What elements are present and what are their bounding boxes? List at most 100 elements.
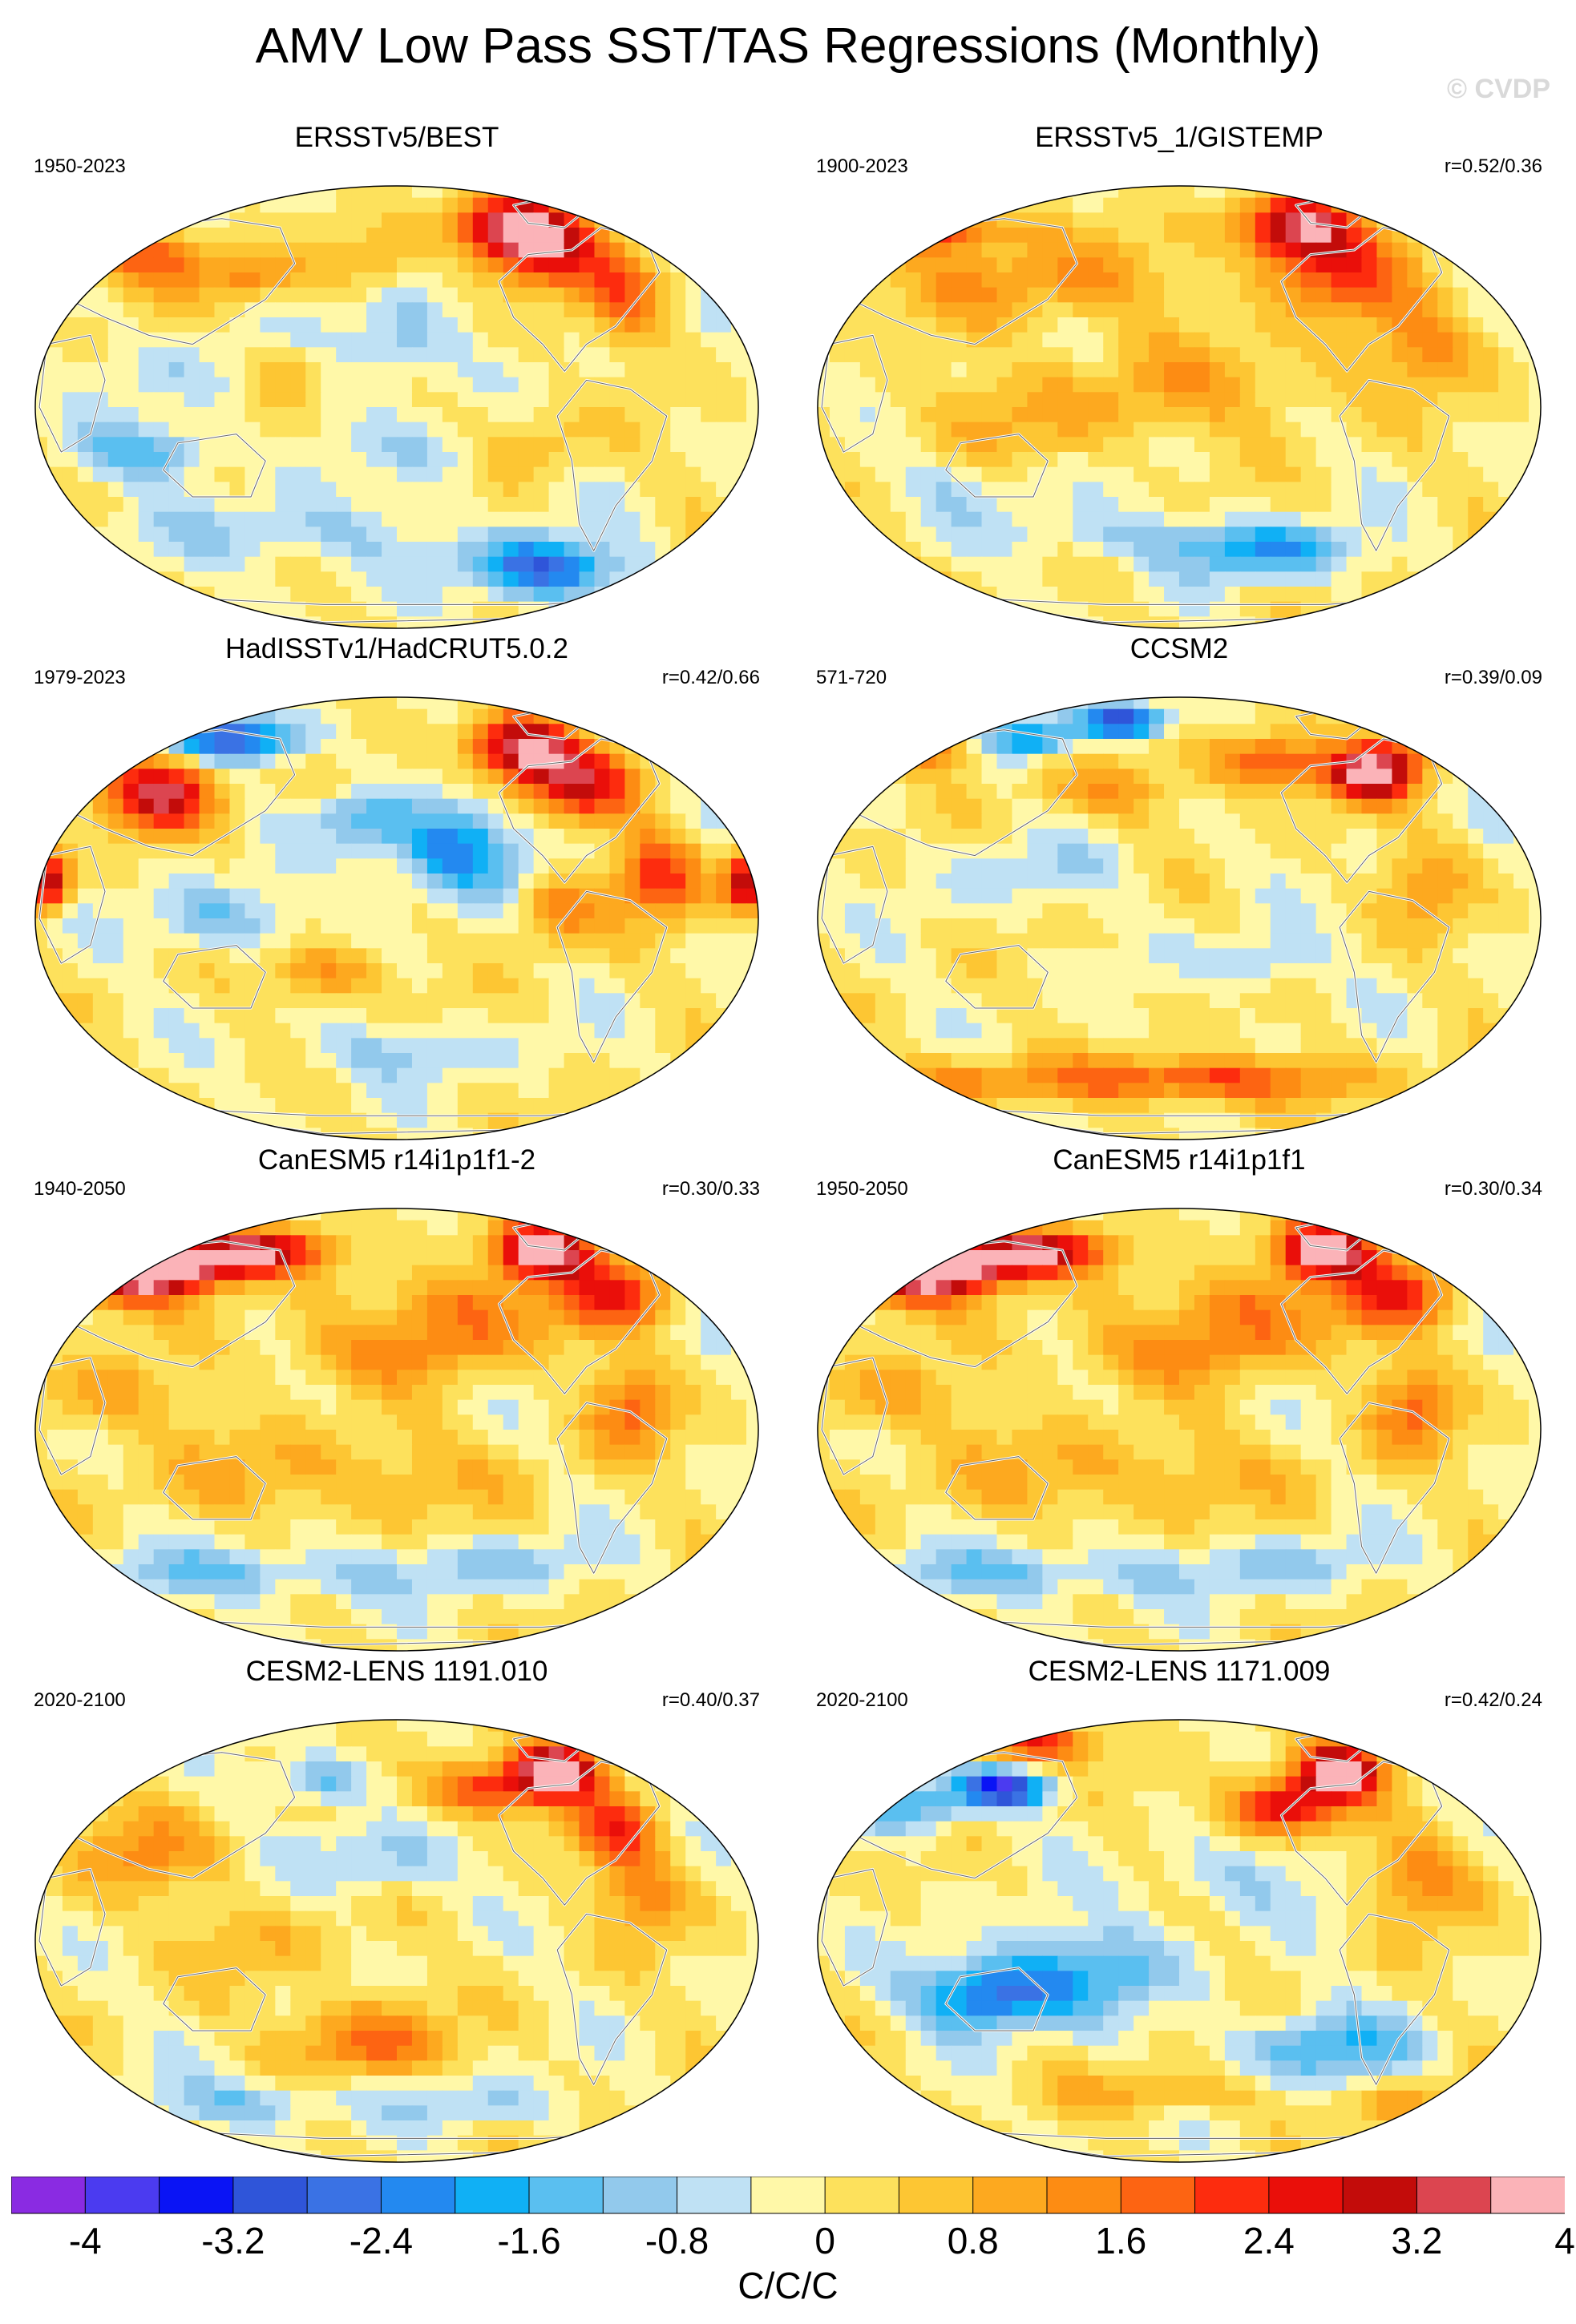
field-cell xyxy=(701,708,717,724)
field-cell xyxy=(305,858,321,874)
field-cell xyxy=(290,317,306,333)
field-cell xyxy=(321,888,337,904)
field-cell xyxy=(996,813,1013,829)
field-cell xyxy=(1103,362,1119,378)
field-cell xyxy=(153,186,170,199)
field-cell xyxy=(1437,601,1453,617)
field-cell xyxy=(1134,571,1150,587)
field-cell xyxy=(1437,813,1453,829)
field-cell xyxy=(321,874,337,890)
field-cell xyxy=(1361,186,1378,199)
field-cell xyxy=(1453,482,1469,498)
field-cell xyxy=(533,739,550,755)
field-cell xyxy=(996,616,1013,628)
field-cell xyxy=(336,1098,352,1114)
field-cell xyxy=(1118,422,1134,438)
field-cell xyxy=(366,242,382,258)
field-cell xyxy=(1103,739,1119,755)
field-cell xyxy=(1209,347,1226,363)
field-cell xyxy=(701,587,717,603)
field-cell xyxy=(594,963,611,979)
field-cell xyxy=(1027,843,1043,859)
field-cell xyxy=(951,724,968,740)
field-cell xyxy=(35,1008,48,1024)
field-cell xyxy=(731,556,747,572)
field-cell xyxy=(1315,272,1332,288)
field-cell xyxy=(123,1112,139,1128)
field-cell xyxy=(1513,242,1530,258)
field-cell xyxy=(609,272,625,288)
field-cell xyxy=(457,1067,474,1083)
field-cell xyxy=(1118,482,1134,498)
field-cell xyxy=(397,753,413,769)
field-cell xyxy=(305,542,321,558)
field-cell xyxy=(670,813,686,829)
field-cell xyxy=(472,242,489,258)
field-cell xyxy=(184,571,200,587)
field-cell xyxy=(153,963,170,979)
field-cell xyxy=(184,527,200,543)
field-cell xyxy=(1224,332,1241,348)
field-cell xyxy=(123,527,139,543)
field-cell xyxy=(184,452,200,468)
field-cell xyxy=(487,511,504,527)
field-cell xyxy=(1027,392,1043,408)
field-cell xyxy=(35,542,48,558)
field-cell xyxy=(1239,708,1256,724)
field-cell xyxy=(62,556,79,572)
field-cell xyxy=(321,527,337,543)
field-cell xyxy=(670,186,686,199)
field-cell xyxy=(624,724,641,740)
field-cell xyxy=(1529,753,1541,769)
field-cell xyxy=(594,829,611,845)
field-cell xyxy=(260,377,276,393)
field-cell xyxy=(685,332,701,348)
field-cell xyxy=(229,948,246,964)
field-cell xyxy=(351,1128,367,1140)
field-cell xyxy=(1012,739,1028,755)
field-cell xyxy=(1422,527,1438,543)
field-cell xyxy=(731,1112,747,1128)
field-cell xyxy=(1270,724,1287,740)
field-cell xyxy=(35,197,48,213)
field-cell xyxy=(260,422,276,438)
field-cell xyxy=(351,422,367,438)
field-cell xyxy=(1088,708,1104,724)
field-cell xyxy=(829,708,846,724)
field-cell xyxy=(594,978,611,994)
field-cell xyxy=(1437,186,1453,199)
field-cell xyxy=(1239,571,1256,587)
field-cell xyxy=(1315,542,1332,558)
regression-map xyxy=(34,185,759,629)
field-cell xyxy=(260,571,276,587)
field-cell xyxy=(1361,257,1378,273)
field-cell xyxy=(1027,697,1043,710)
field-cell xyxy=(336,228,352,244)
field-cell xyxy=(290,497,306,513)
field-cell xyxy=(579,272,596,288)
field-cell xyxy=(1285,511,1302,527)
field-cell xyxy=(321,1038,337,1054)
field-cell xyxy=(1239,392,1256,408)
field-cell xyxy=(859,347,876,363)
field-cell xyxy=(1529,813,1541,829)
field-cell xyxy=(214,362,231,378)
field-cell xyxy=(670,527,686,543)
field-cell xyxy=(1270,571,1287,587)
field-cell xyxy=(397,228,413,244)
field-cell xyxy=(442,798,459,814)
field-cell xyxy=(1529,587,1541,603)
regression-map xyxy=(34,696,759,1140)
field-cell xyxy=(397,437,413,453)
field-cell xyxy=(351,362,367,378)
field-cell xyxy=(457,228,474,244)
field-cell xyxy=(305,347,321,363)
field-cell xyxy=(260,556,276,572)
field-cell xyxy=(890,697,907,710)
field-cell xyxy=(290,571,306,587)
field-cell xyxy=(1300,407,1317,423)
field-cell xyxy=(890,843,907,859)
field-cell xyxy=(640,829,656,845)
field-cell xyxy=(1498,753,1514,769)
field-cell xyxy=(1285,753,1302,769)
